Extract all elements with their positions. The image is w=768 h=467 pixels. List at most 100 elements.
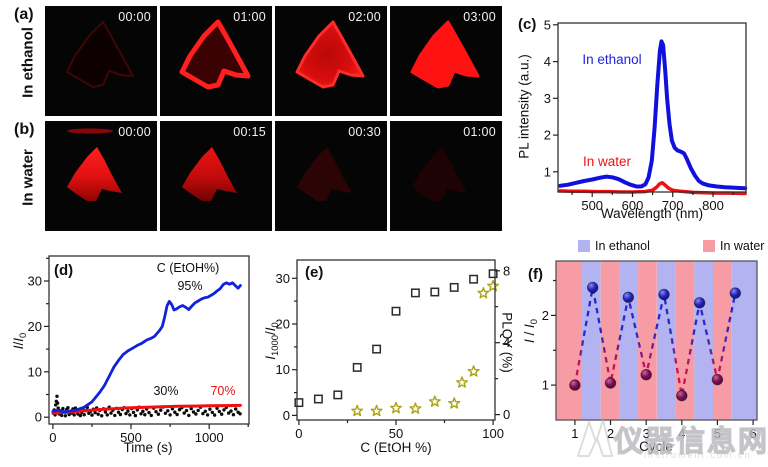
panel-e-label: (e) [305,264,324,281]
fluorescence-triangle [297,147,352,201]
svg-text:700: 700 [662,198,684,213]
plot-box [48,255,250,425]
panel-a-label: (a) [14,6,34,23]
anno-conc-etoh: C (EtOH%) [156,261,220,275]
svg-text:0: 0 [503,407,510,422]
frame-b-1: 00:00 [45,121,157,231]
svg-text:20: 20 [28,319,42,334]
svg-text:30: 30 [28,274,42,289]
water-frame-row: 00:00 00:15 00:30 01:00 [45,121,502,231]
svg-text:10: 10 [28,364,42,379]
svg-text:800: 800 [702,198,724,213]
svg-text:30: 30 [276,271,290,286]
series-in-ethanol [558,39,748,191]
chart-c-yaxis-title: PL intensity (a.u.) [516,54,532,159]
chart-d-xaxis-title: Time (s) [123,440,173,455]
svg-text:10: 10 [276,362,290,377]
chart-e-concentration: 0 50 100 0 10 20 30 0 4 8 [276,259,511,441]
legend-in-ethanol-label: In ethanol [595,239,650,253]
legend-in-ethanol: In ethanol [578,239,650,253]
timestamp: 00:30 [348,125,381,139]
anno-70pct: 70% [210,384,236,398]
anno-95pct: 95% [177,279,203,293]
anno-in-ethanol: In ethanol [582,52,642,67]
legend-in-water: In water [703,239,764,253]
svg-text:1: 1 [544,164,551,179]
svg-text:3: 3 [544,91,551,106]
series-switching [569,281,742,402]
svg-text:4: 4 [544,54,551,69]
plot-box [555,260,758,421]
chart-d-kinetics: 0 500 1000 0 10 20 30 [28,255,250,446]
axis-tick-labels: 1 2 3 4 5 6 1 2 [542,308,757,441]
svg-text:50: 50 [389,426,403,441]
axis-tick-labels: 0 500 1000 0 10 20 30 [28,274,224,446]
panel-c-label: (c) [518,16,537,33]
fluorescence-triangle [179,19,251,90]
frame-b-2: 00:15 [160,121,272,231]
svg-text:0: 0 [295,426,302,441]
axis-ticks [553,24,734,197]
svg-text:1000: 1000 [195,430,224,445]
svg-text:0: 0 [49,430,56,445]
chart-d-yaxis-title: I/I0 [11,332,29,350]
timestamp: 02:00 [348,10,381,24]
chart-c-xaxis-title: Wavelength (nm) [600,206,704,221]
chart-c-pl-spectrum: 500 600 700 800 1 2 3 4 5 [544,17,748,213]
water-swatch [703,240,715,252]
svg-text:5: 5 [714,426,721,441]
svg-text:500: 500 [581,198,603,213]
fluorescence-triangle [295,20,365,89]
frame-b-3: 00:30 [275,121,387,231]
anno-in-water: In water [582,154,632,169]
plot-box [296,259,496,421]
series-95-etoh [51,281,242,414]
chart-e-yaxis-title: I1000/I0 [263,322,281,360]
axis-tick-labels: 500 600 700 800 1 2 3 4 5 [544,17,724,213]
timestamp: 00:00 [118,10,151,24]
series-i1000-i0 [294,269,498,408]
panel-d-label: (d) [54,262,74,279]
timestamp: 00:00 [118,125,151,139]
svg-text:2: 2 [542,308,549,323]
svg-text:3: 3 [643,426,650,441]
frame-a-4: 03:00 [390,6,502,116]
fluorescence-triangle [410,20,480,89]
axis-tick-labels: 0 50 100 0 10 20 30 0 4 8 [276,263,511,441]
svg-text:0: 0 [35,410,42,425]
svg-text:1: 1 [571,426,578,441]
svg-text:2: 2 [544,128,551,143]
svg-text:6: 6 [749,426,756,441]
ethanol-swatch [578,240,590,252]
timestamp: 01:00 [463,125,496,139]
svg-text:500: 500 [120,430,142,445]
frame-a-1: 00:00 [45,6,157,116]
timestamp: 00:15 [233,125,266,139]
timestamp: 01:00 [233,10,266,24]
axis-ticks [292,270,500,425]
frame-b-4: 01:00 [390,121,502,231]
fluorescence-triangle [182,147,237,201]
svg-text:4: 4 [678,426,685,441]
svg-text:0: 0 [283,408,290,423]
svg-text:5: 5 [544,17,551,32]
frame-a-3: 02:00 [275,6,387,116]
ethanol-frame-row: 00:00 01:00 02:00 03:00 [45,6,502,116]
cycle-stripes [556,261,757,420]
legend-in-water-label: In water [720,239,765,253]
panel-b-label: (b) [14,121,35,138]
chart-e-xaxis-title: C (EtOH %) [360,440,432,455]
fluorescence-triangle [67,128,122,201]
timestamp: 03:00 [463,10,496,24]
chart-e-y2axis-title: PLQY (%) [499,312,515,373]
panel-f-label: (f) [528,266,543,283]
fluorescence-triangle [66,21,134,88]
svg-text:600: 600 [622,198,644,213]
svg-text:20: 20 [276,317,290,332]
svg-text:1: 1 [542,378,549,393]
chart-f-xaxis-title: Cycle [639,439,673,454]
svg-text:8: 8 [503,263,510,278]
axis-ticks [551,279,754,425]
series-plqy [351,279,500,417]
